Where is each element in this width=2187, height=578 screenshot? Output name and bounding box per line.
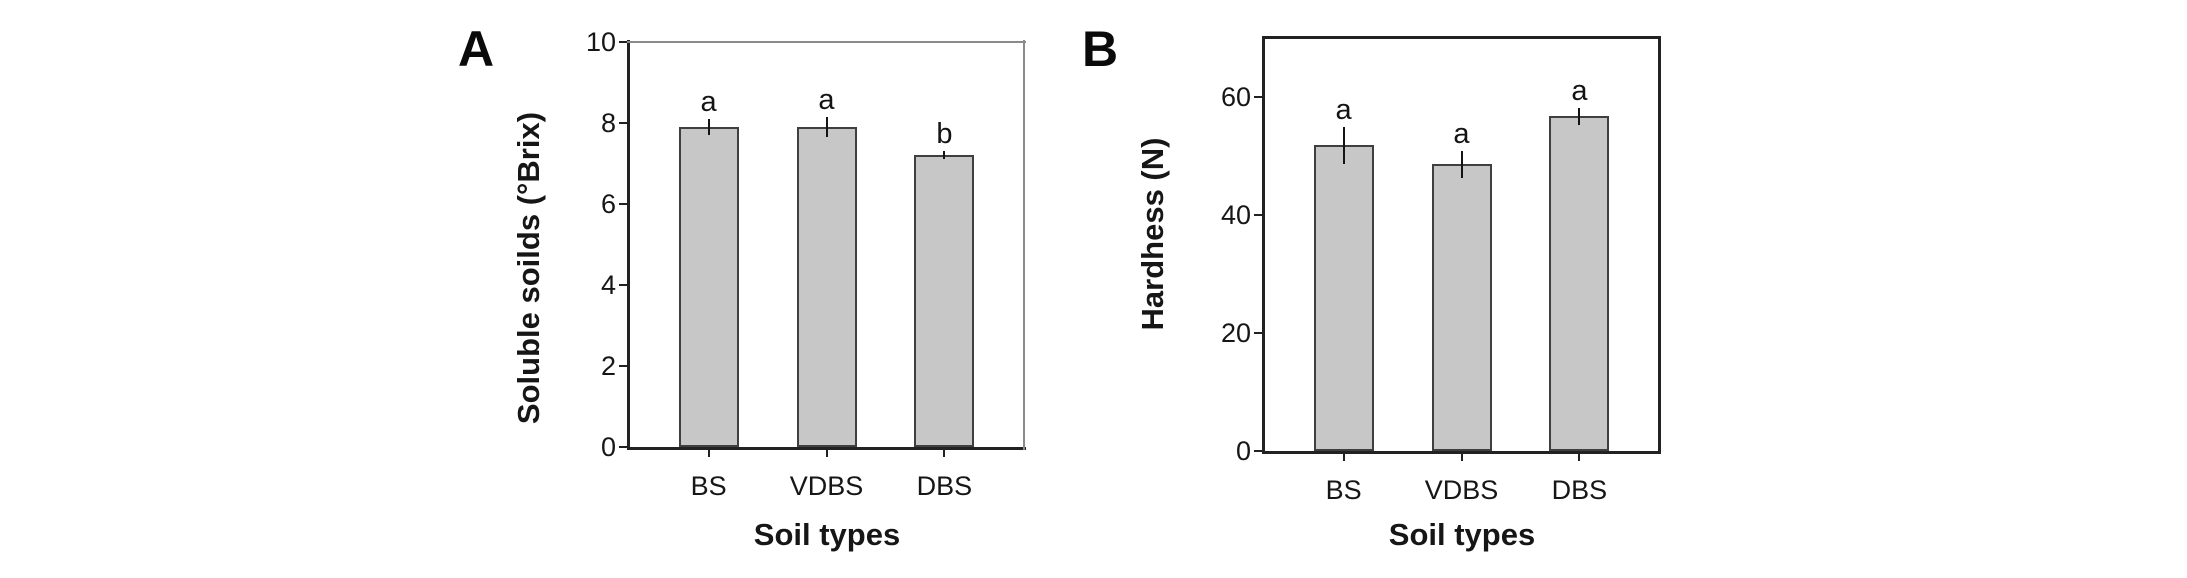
y-tick-label: 40: [1220, 200, 1251, 230]
sig-letter-DBS: a: [1571, 74, 1588, 107]
y-axis-line: [627, 40, 630, 450]
y-tick-label: 8: [600, 108, 616, 138]
y-axis-title-B: Hardhess (N): [1135, 137, 1170, 331]
panel-label-B: B: [1082, 21, 1120, 77]
bar-DBS: [1549, 116, 1610, 451]
y-tick-mark: [1254, 332, 1262, 334]
y-tick-mark: [1254, 96, 1262, 98]
plot-frame-top: [1262, 36, 1661, 39]
y-axis-title-A: Soluble soilds (°Brix): [511, 111, 546, 425]
sig-letter-VDBS: a: [1453, 117, 1470, 150]
y-tick-label: 2: [600, 351, 616, 381]
error-bar-DBS: [943, 151, 946, 160]
x-axis-title-A: Soil types: [753, 517, 901, 552]
x-tick-label-DBS: DBS: [1551, 475, 1608, 505]
sig-letter-BS: a: [700, 85, 717, 118]
panel-label-A: A: [458, 21, 496, 77]
x-axis-title-B: Soil types: [1388, 517, 1536, 552]
sig-letter-DBS: b: [936, 118, 953, 151]
y-tick-mark: [1254, 214, 1262, 216]
sig-letter-VDBS: a: [818, 83, 835, 116]
x-tick-label-VDBS: VDBS: [1424, 475, 1499, 505]
x-tick-mark: [943, 449, 946, 457]
x-tick-mark: [707, 449, 710, 457]
x-tick-mark: [1342, 453, 1345, 461]
y-tick-label: 0: [1235, 436, 1251, 466]
x-axis-line: [1262, 451, 1661, 454]
y-tick-mark: [619, 284, 627, 286]
y-tick-mark: [1254, 450, 1262, 452]
bar-VDBS: [796, 127, 857, 447]
plot-frame-top: [627, 41, 1026, 43]
plot-area-A: 0 2 4 6 8 10 a BS a VDBS b DBS: [586, 27, 1026, 501]
x-tick-label-DBS: DBS: [916, 471, 973, 501]
x-tick-label-BS: BS: [1325, 475, 1362, 505]
x-axis-line: [627, 447, 1026, 450]
bar-VDBS: [1431, 164, 1492, 451]
plot-frame-right: [1658, 36, 1661, 454]
error-bar-VDBS: [825, 116, 828, 138]
y-tick-mark: [619, 365, 627, 367]
y-tick-mark: [619, 446, 627, 448]
x-tick-mark: [1578, 453, 1581, 461]
y-tick-label: 60: [1220, 82, 1251, 112]
y-tick-label: 0: [600, 432, 616, 462]
y-tick-mark: [619, 122, 627, 124]
x-tick-label-BS: BS: [690, 471, 727, 501]
error-bar-BS: [1342, 126, 1345, 165]
y-tick-label: 20: [1220, 318, 1251, 348]
x-tick-mark: [1460, 453, 1463, 461]
y-tick-label: 6: [600, 189, 616, 219]
sig-letter-BS: a: [1335, 93, 1352, 126]
plot-frame-right: [1023, 40, 1025, 450]
error-bar-DBS: [1578, 107, 1581, 126]
x-tick-mark: [825, 449, 828, 457]
plot-area-B: 0 20 40 60 a BS a VDBS a DBS: [1221, 36, 1661, 505]
y-tick-label: 10: [585, 27, 616, 57]
error-bar-VDBS: [1460, 150, 1463, 178]
y-tick-label: 4: [600, 270, 616, 300]
error-bar-BS: [707, 118, 710, 136]
y-tick-mark: [619, 203, 627, 205]
x-tick-label-VDBS: VDBS: [789, 471, 864, 501]
y-tick-mark: [619, 41, 627, 43]
bar-DBS: [914, 155, 975, 447]
y-axis-line: [1262, 36, 1265, 454]
bar-BS: [678, 127, 739, 447]
bar-BS: [1313, 145, 1374, 451]
